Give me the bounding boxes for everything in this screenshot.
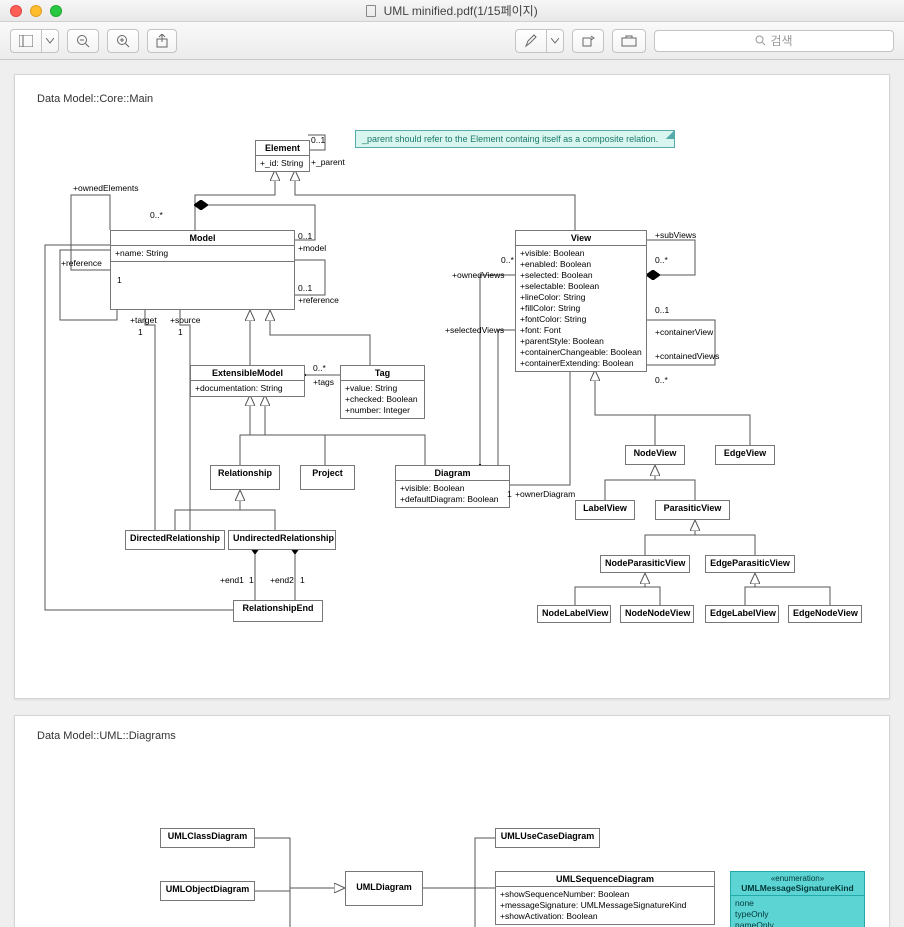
- mult-label: 1: [178, 327, 183, 337]
- uml-class-nodeparasiticview: NodeParasiticView: [600, 555, 690, 573]
- uml-class-tag: Tag +value: String +checked: Boolean +nu…: [340, 365, 425, 419]
- window-title: UML minified.pdf(1/15페이지): [0, 2, 904, 19]
- titlebar: UML minified.pdf(1/15페이지): [0, 0, 904, 22]
- mult-label: 0..1: [655, 305, 669, 315]
- zoom-out-button[interactable]: [67, 29, 99, 53]
- annotate-menu-button[interactable]: [546, 29, 564, 53]
- uml-class-nodenodeview: NodeNodeView: [620, 605, 694, 623]
- assoc-label: +end2: [270, 575, 294, 585]
- uml-class-edgenodeview: EdgeNodeView: [788, 605, 862, 623]
- rotate-button[interactable]: [572, 29, 604, 53]
- app-window: UML minified.pdf(1/15페이지): [0, 0, 904, 927]
- assoc-label: +reference: [61, 258, 102, 268]
- uml-class-project: Project: [300, 465, 355, 490]
- mult-label: 0..1: [298, 231, 312, 241]
- zoom-in-icon: [116, 34, 130, 48]
- pdf-viewport[interactable]: Data Model::Core::Main _parent should re…: [0, 60, 904, 927]
- uml-class-labelview: LabelView: [575, 500, 635, 520]
- rotate-icon: [581, 34, 595, 48]
- chevron-down-icon: [551, 38, 559, 44]
- mult-label: 1: [138, 327, 143, 337]
- search-icon: [755, 35, 766, 46]
- pen-icon: [524, 34, 538, 48]
- markup-button[interactable]: [612, 29, 646, 53]
- uml-class-relationshipend: RelationshipEnd: [233, 600, 323, 622]
- toolbar: 검색: [0, 22, 904, 60]
- assoc-label: +ownedElements: [73, 183, 138, 193]
- uml-class-umldiagram: UMLDiagram: [345, 871, 423, 906]
- pdf-page-1: Data Model::Core::Main _parent should re…: [14, 74, 890, 699]
- mult-label: 1: [117, 275, 122, 285]
- uml-class-extensiblemodel: ExtensibleModel +documentation: String: [190, 365, 305, 397]
- uml-enumeration: «enumeration» UMLMessageSignatureKind no…: [730, 871, 865, 927]
- zoom-in-button[interactable]: [107, 29, 139, 53]
- toolbox-icon: [621, 35, 637, 47]
- share-button[interactable]: [147, 29, 177, 53]
- uml-class-umlobjectdiagram: UMLObjectDiagram: [160, 881, 255, 901]
- uml-class-undirectedrelationship: UndirectedRelationship: [228, 530, 336, 550]
- uml-class-umlusecasediagram: UMLUseCaseDiagram: [495, 828, 600, 848]
- share-icon: [156, 34, 168, 48]
- zoom-out-icon: [76, 34, 90, 48]
- uml-class-edgelabelview: EdgeLabelView: [705, 605, 779, 623]
- uml-class-nodeview: NodeView: [625, 445, 685, 465]
- title-text: UML minified.pdf(1/15페이지): [384, 4, 538, 18]
- mult-label: 0..*: [313, 363, 326, 373]
- assoc-label: +reference: [298, 295, 339, 305]
- assoc-label: +ownedViews: [452, 270, 505, 280]
- chevron-down-icon: [46, 38, 54, 44]
- mult-label: 0..1: [311, 135, 325, 145]
- mult-label: 0..*: [501, 255, 514, 265]
- uml-class-edgeparasiticview: EdgeParasiticView: [705, 555, 795, 573]
- sidebar-toggle-button[interactable]: [10, 29, 41, 53]
- assoc-label: +containerView: [655, 327, 713, 337]
- assoc-label: +target: [130, 315, 157, 325]
- document-icon: [366, 5, 376, 17]
- mult-label: 0..1: [298, 283, 312, 293]
- diagram-title: Data Model::UML::Diagrams: [37, 730, 176, 742]
- sidebar-icon: [19, 35, 33, 47]
- mult-label: 0..*: [150, 210, 163, 220]
- assoc-label: +tags: [313, 377, 334, 387]
- mult-label: 0..*: [655, 255, 668, 265]
- uml-class-edgeview: EdgeView: [715, 445, 775, 465]
- search-placeholder: 검색: [770, 32, 792, 49]
- uml-class-directedrelationship: DirectedRelationship: [125, 530, 225, 550]
- search-input[interactable]: 검색: [654, 30, 894, 52]
- mult-label: 1: [300, 575, 305, 585]
- assoc-label: +source: [170, 315, 200, 325]
- uml-class-umlclassdiagram: UMLClassDiagram: [160, 828, 255, 848]
- assoc-label: +ownerDiagram: [515, 489, 575, 499]
- uml-class-diagram: Diagram +visible: Boolean +defaultDiagra…: [395, 465, 510, 508]
- annotate-button[interactable]: [515, 29, 546, 53]
- sidebar-menu-button[interactable]: [41, 29, 59, 53]
- uml-class-element: Element +_id: String: [255, 140, 310, 172]
- assoc-label: +model: [298, 243, 326, 253]
- uml-class-nodelabelview: NodeLabelView: [537, 605, 611, 623]
- assoc-label: +selectedViews: [445, 325, 504, 335]
- assoc-label: +end1: [220, 575, 244, 585]
- uml-class-parasiticview: ParasiticView: [655, 500, 730, 520]
- assoc-label: +_parent: [311, 157, 345, 167]
- uml-class-model: Model +name: String: [110, 230, 295, 310]
- uml-class-umlsequencediagram: UMLSequenceDiagram +showSequenceNumber: …: [495, 871, 715, 925]
- mult-label: 0..*: [655, 375, 668, 385]
- uml-class-relationship: Relationship: [210, 465, 280, 490]
- assoc-label: +subViews: [655, 230, 696, 240]
- mult-label: 1: [249, 575, 254, 585]
- assoc-label: +containedViews: [655, 351, 719, 361]
- pdf-page-2: Data Model::UML::Diagrams UMLClassDiagra…: [14, 715, 890, 927]
- mult-label: 1: [507, 489, 512, 499]
- uml-class-view: View +visible: Boolean +enabled: Boolean…: [515, 230, 647, 372]
- uml-note: _parent should refer to the Element cont…: [355, 130, 675, 148]
- diagram-title: Data Model::Core::Main: [37, 93, 153, 105]
